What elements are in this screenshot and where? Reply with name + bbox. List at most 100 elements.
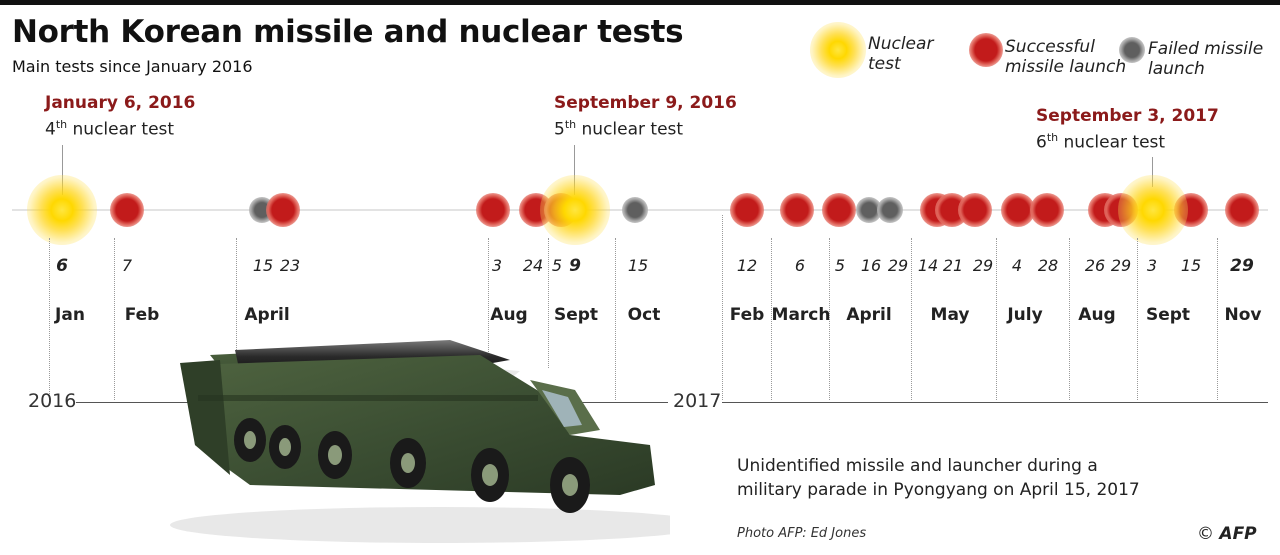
callout-sep-2017-sup: th xyxy=(1046,131,1059,144)
year-2017-rule xyxy=(722,402,1268,403)
day-label: 28 xyxy=(1037,256,1059,275)
day-label: 15 xyxy=(252,256,274,275)
day-label: 29 xyxy=(972,256,994,275)
legend-nuclear-label: Nuclear test xyxy=(868,34,933,74)
legend-success-label: Successful missile launch xyxy=(1005,37,1126,77)
month-label: April xyxy=(846,305,892,325)
callout-jan-2016-num: 4 xyxy=(45,119,56,140)
event-success-2017-02-12 xyxy=(730,193,764,227)
day-label: 21 xyxy=(942,256,964,275)
afp-logo: © AFP xyxy=(1197,524,1257,544)
callout-sep-2016-leader xyxy=(574,145,575,195)
event-failed-2016-10-15 xyxy=(622,197,648,223)
separator-2017-may xyxy=(911,238,912,400)
callout-jan-2016-sup: th xyxy=(55,118,68,131)
month-label: April xyxy=(244,305,290,325)
callout-sep-2016-text: 5th nuclear test xyxy=(554,118,683,140)
separator-2017-jun xyxy=(996,238,997,400)
day-label: 3 xyxy=(491,256,503,275)
photo-credit: Photo AFP: Ed Jones xyxy=(737,526,867,541)
month-label: Sept xyxy=(553,305,599,325)
separator-2017-sep xyxy=(1137,238,1138,400)
day-label: 5 xyxy=(551,256,563,275)
event-success-2016-08-03 xyxy=(476,193,510,227)
day-label: 16 xyxy=(860,256,882,275)
day-label: 7 xyxy=(121,256,133,275)
callout-jan-2016-label: nuclear test xyxy=(67,119,175,140)
legend-failed-text: Failed missile launch xyxy=(1148,39,1264,79)
day-label: 29 xyxy=(1110,256,1132,275)
day-label: 3 xyxy=(1146,256,1158,275)
callout-sep-2017-num: 6 xyxy=(1036,132,1047,153)
callout-sep-2016-sup: th xyxy=(564,118,577,131)
callout-sep-2016-num: 5 xyxy=(554,119,565,140)
event-success-2016-04-23 xyxy=(266,193,300,227)
separator-2017-oct xyxy=(1217,238,1218,400)
legend-failed-label: Failed missile launch xyxy=(1148,39,1263,79)
event-success-2017-07-04 xyxy=(1001,193,1035,227)
callout-sep-2017-date: September 3, 2017 xyxy=(1036,106,1219,126)
callout-jan-2016-text: 4th nuclear test xyxy=(45,118,174,140)
event-success-2016-02-07 xyxy=(110,193,144,227)
day-label: 14 xyxy=(917,256,939,275)
callout-sep-2017-leader xyxy=(1152,157,1153,187)
day-label: 4 xyxy=(1011,256,1023,275)
separator-2016-sep xyxy=(548,238,549,368)
day-label: 26 xyxy=(1084,256,1106,275)
separator-2016-mar xyxy=(236,238,237,400)
legend-success-text: Successful missile launch xyxy=(1005,37,1127,77)
separator-2016-aug xyxy=(488,238,489,368)
month-label: Sept xyxy=(1145,305,1191,325)
day-label: 6 xyxy=(56,256,68,276)
month-label: Jan xyxy=(55,305,85,325)
missile-launcher-photo xyxy=(170,340,670,543)
event-nuclear-2017-09-03 xyxy=(1118,175,1188,245)
day-label: 5 xyxy=(834,256,846,275)
agency-name: AFP xyxy=(1219,524,1257,544)
separator-2017-apr xyxy=(829,238,830,400)
legend-nuclear-icon xyxy=(810,22,866,78)
year-2016-label: 2016 xyxy=(28,390,77,412)
separator-2016-start xyxy=(49,238,50,400)
callout-sep-2017-text: 6th nuclear test xyxy=(1036,131,1165,153)
day-label: 29 xyxy=(1230,256,1254,276)
day-label: 29 xyxy=(887,256,909,275)
event-failed-2017-04-29 xyxy=(877,197,903,223)
event-nuclear-2016-01-06 xyxy=(27,175,97,245)
callout-jan-2016-leader xyxy=(62,145,63,195)
separator-2016-feb xyxy=(114,238,115,400)
event-success-2017-07-28 xyxy=(1030,193,1064,227)
separator-2017-start xyxy=(722,215,723,400)
day-label: 15 xyxy=(1180,256,1202,275)
year-2017-label: 2017 xyxy=(673,390,722,412)
day-label: 9 xyxy=(569,256,581,276)
callout-sep-2017-label: nuclear test xyxy=(1058,132,1166,153)
callout-sep-2016-label: nuclear test xyxy=(576,119,684,140)
month-label: Feb xyxy=(729,305,765,325)
day-label: 6 xyxy=(794,256,806,275)
day-label: 15 xyxy=(627,256,649,275)
day-label: 24 xyxy=(522,256,544,275)
month-label: Feb xyxy=(124,305,160,325)
event-nuclear-2016-09-09 xyxy=(540,175,610,245)
month-label: Aug xyxy=(490,305,528,325)
separator-2017-mar xyxy=(771,238,772,400)
legend-failed-icon xyxy=(1119,37,1145,63)
page-subtitle: Main tests since January 2016 xyxy=(12,57,253,76)
day-label: 23 xyxy=(279,256,301,275)
separator-2016-oct xyxy=(615,238,616,400)
month-label: May xyxy=(930,305,970,325)
callout-jan-2016-date: January 6, 2016 xyxy=(45,93,196,113)
event-success-2017-05-29 xyxy=(958,193,992,227)
month-label: July xyxy=(1007,305,1043,325)
event-success-2017-11-29 xyxy=(1225,193,1259,227)
day-label: 12 xyxy=(736,256,758,275)
month-label: Oct xyxy=(627,305,661,325)
legend-success-icon xyxy=(969,33,1003,67)
page-title: North Korean missile and nuclear tests xyxy=(12,14,684,50)
month-label: Aug xyxy=(1078,305,1116,325)
legend-nuclear-line1: Nuclear test xyxy=(868,34,934,74)
month-label: Nov xyxy=(1224,305,1262,325)
copyright-symbol: © xyxy=(1197,524,1214,544)
month-label: March xyxy=(771,305,831,325)
